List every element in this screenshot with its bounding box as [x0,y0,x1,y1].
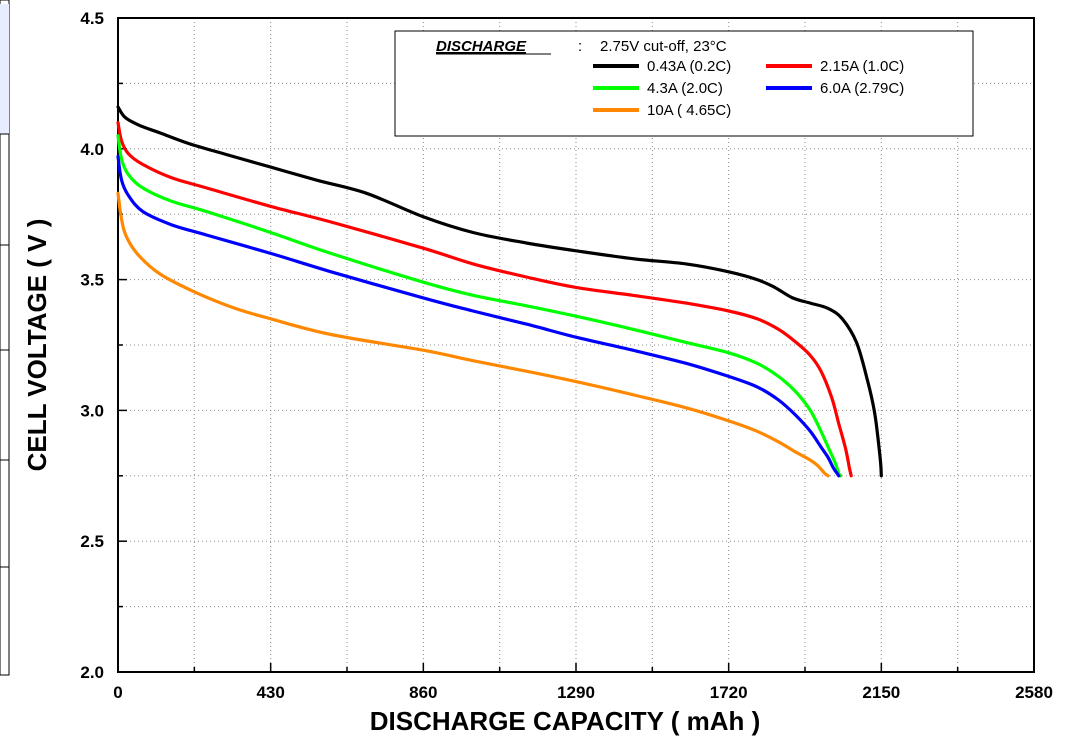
x-tick-labels: 0 430 860 1290 1720 2150 2580 [113,683,1053,702]
legend: DISCHARGE : 2.75V cut-off, 23°C 0.43A (0… [394,30,974,137]
x-tick-label: 1290 [557,683,595,702]
y-tick-label: 2.5 [80,532,104,551]
legend-label-2: 4.3A (2.0C) [647,80,723,97]
x-axis-title: DISCHARGE CAPACITY ( mAh ) [370,706,761,736]
x-tick-label: 2150 [862,683,900,702]
legend-heading: DISCHARGE [436,38,527,55]
y-tick-label: 2.0 [80,663,104,682]
series-line-0 [116,105,883,478]
legend-box [394,30,974,137]
series-line-3 [116,155,841,478]
y-tick-label: 4.5 [80,9,104,28]
legend-label-0: 0.43A (0.2C) [647,58,731,75]
x-tick-label: 2580 [1015,683,1053,702]
y-tick-labels: 2.0 2.5 3.0 3.5 4.0 4.5 [80,9,104,682]
x-tick-label: 430 [256,683,284,702]
y-tick-label: 4.0 [80,140,104,159]
x-tick-label: 860 [409,683,437,702]
left-edge-blue-header [0,4,9,134]
legend-label-4: 10A ( 4.65C) [647,102,731,119]
y-axis-title: CELL VOLTAGE ( V ) [22,219,52,472]
legend-items: 0.43A (0.2C) 2.15A (1.0C) 4.3A (2.0C) 6.0A … [593,58,904,119]
x-tick-label: 0 [113,683,122,702]
legend-label-1: 2.15A (1.0C) [820,58,904,75]
y-tick-label: 3.0 [80,401,104,420]
series-line-2 [116,134,843,478]
legend-condition: 2.75V cut-off, 23°C [600,38,727,55]
x-tick-label: 1720 [710,683,748,702]
legend-label-3: 6.0A (2.79C) [820,80,904,97]
left-strip-dividers [0,133,9,568]
y-tick-label: 3.5 [80,271,104,290]
left-edge-panel-strip [0,0,10,676]
legend-separator: : [578,38,582,55]
series-line-4 [116,191,830,478]
series-layer [116,105,883,478]
series-line-1 [116,121,853,478]
